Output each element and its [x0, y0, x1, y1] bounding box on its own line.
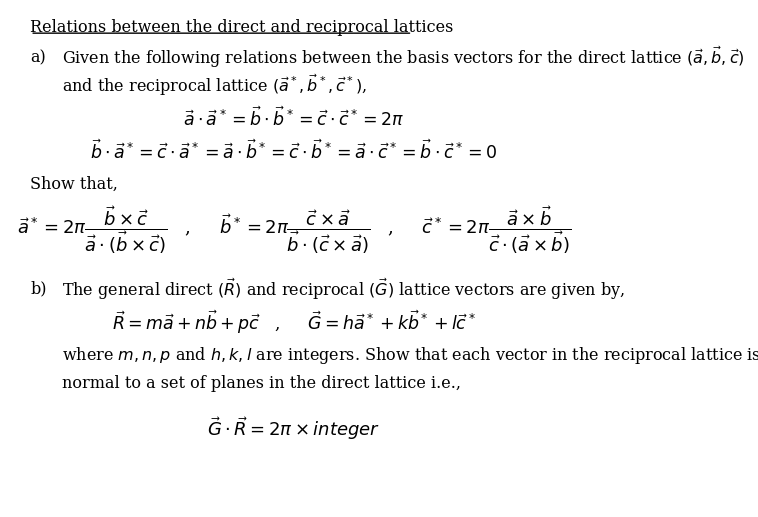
- Text: a): a): [30, 49, 46, 66]
- Text: Relations between the direct and reciprocal lattices: Relations between the direct and recipro…: [30, 19, 453, 36]
- Text: $\vec{b} \cdot \vec{a}^* = \vec{c} \cdot \vec{a}^* = \vec{a} \cdot \vec{b}^* = \: $\vec{b} \cdot \vec{a}^* = \vec{c} \cdot…: [90, 140, 497, 163]
- Text: Given the following relations between the basis vectors for the direct lattice $: Given the following relations between th…: [62, 45, 745, 70]
- Text: normal to a set of planes in the direct lattice i.e.,: normal to a set of planes in the direct …: [62, 375, 461, 391]
- Text: $\vec{R} = m\vec{a} + n\vec{b} + p\vec{c}$   ,     $\vec{G} = h\vec{a}^* + k\vec: $\vec{R} = m\vec{a} + n\vec{b} + p\vec{c…: [111, 308, 475, 336]
- Text: b): b): [30, 281, 47, 297]
- Text: where $m, n, p$ and $h, k, l$ are integers. Show that each vector in the recipro: where $m, n, p$ and $h, k, l$ are intege…: [62, 345, 758, 366]
- Text: $\vec{a} \cdot \vec{a}^* = \vec{b} \cdot \vec{b}^* = \vec{c} \cdot \vec{c}^* = 2: $\vec{a} \cdot \vec{a}^* = \vec{b} \cdot…: [183, 107, 405, 130]
- Text: $\vec{a}^* = 2\pi\dfrac{\vec{b} \times \vec{c}}{\vec{a} \cdot (\vec{b} \times \v: $\vec{a}^* = 2\pi\dfrac{\vec{b} \times \…: [17, 205, 571, 256]
- Text: The general direct $(\vec{R})$ and reciprocal $(\vec{G})$ lattice vectors are gi: The general direct $(\vec{R})$ and recip…: [62, 277, 625, 301]
- Text: $\vec{G} \cdot \vec{R} = 2\pi \times \mathit{integer}$: $\vec{G} \cdot \vec{R} = 2\pi \times \ma…: [207, 416, 381, 443]
- Text: and the reciprocal lattice $(\vec{a}^*, \vec{b}^*, \vec{c}^*)$,: and the reciprocal lattice $(\vec{a}^*, …: [62, 73, 367, 98]
- Text: Show that,: Show that,: [30, 176, 118, 193]
